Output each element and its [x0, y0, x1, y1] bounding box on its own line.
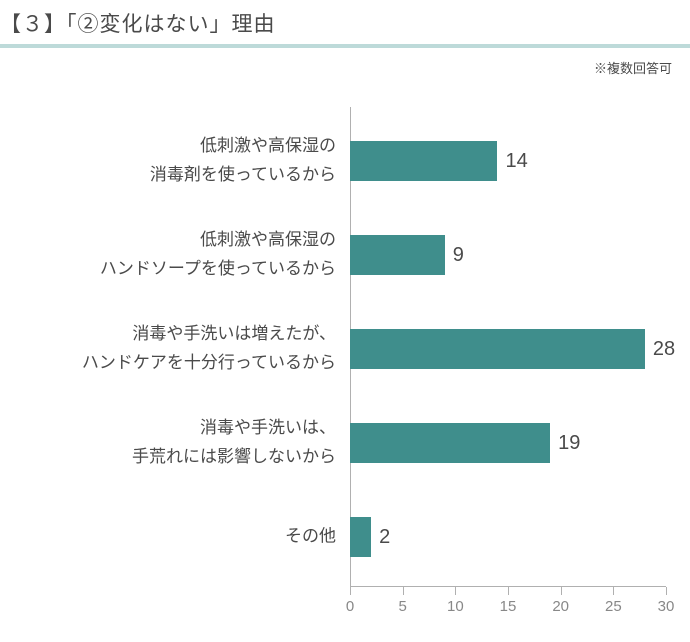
x-tick-label: 20 — [552, 598, 569, 615]
bar-value: 2 — [379, 526, 390, 549]
bar-value: 28 — [653, 338, 675, 361]
chart-area: 14928192051015202530 低刺激や高保湿の 消毒剤を使っているか… — [0, 107, 690, 627]
x-tick-label: 10 — [447, 598, 464, 615]
x-tick-label: 0 — [346, 598, 354, 615]
bar — [350, 235, 445, 275]
bar-row: 14 — [350, 141, 528, 181]
chart-plot: 14928192051015202530 — [350, 107, 666, 587]
bar-row: 2 — [350, 517, 390, 557]
bar — [350, 423, 550, 463]
bar-row: 9 — [350, 235, 464, 275]
bar-value: 14 — [505, 150, 527, 173]
bar — [350, 141, 497, 181]
bar-label: 低刺激や高保湿の ハンドソープを使っているから — [0, 226, 336, 284]
bar-value: 19 — [558, 432, 580, 455]
x-tick-label: 30 — [658, 598, 675, 615]
chart-title-bar: 【３】「②変化はない」理由 — [0, 0, 690, 48]
bar-row: 28 — [350, 329, 675, 369]
x-tick-label: 5 — [398, 598, 406, 615]
x-tick-mark — [613, 587, 614, 595]
x-tick-mark — [508, 587, 509, 595]
bar-value: 9 — [453, 244, 464, 267]
bar-label: その他 — [0, 523, 336, 552]
chart-title: 【３】「②変化はない」理由 — [0, 8, 276, 38]
x-tick-label: 25 — [605, 598, 622, 615]
chart-container: { "title": { "text": "【３】「②変化はない」理由", "f… — [0, 0, 690, 642]
bar — [350, 329, 645, 369]
x-tick-mark — [403, 587, 404, 595]
x-tick-label: 15 — [500, 598, 517, 615]
x-tick-mark — [666, 587, 667, 595]
x-tick-mark — [350, 587, 351, 595]
bar-label: 消毒や手洗いは、 手荒れには影響しないから — [0, 414, 336, 472]
bar-row: 19 — [350, 423, 580, 463]
bar-label: 消毒や手洗いは増えたが、 ハンドケアを十分行っているから — [0, 320, 336, 378]
bar — [350, 517, 371, 557]
chart-note: ※複数回答可 — [0, 48, 690, 77]
x-tick-mark — [455, 587, 456, 595]
x-tick-mark — [561, 587, 562, 595]
bar-label: 低刺激や高保湿の 消毒剤を使っているから — [0, 132, 336, 190]
